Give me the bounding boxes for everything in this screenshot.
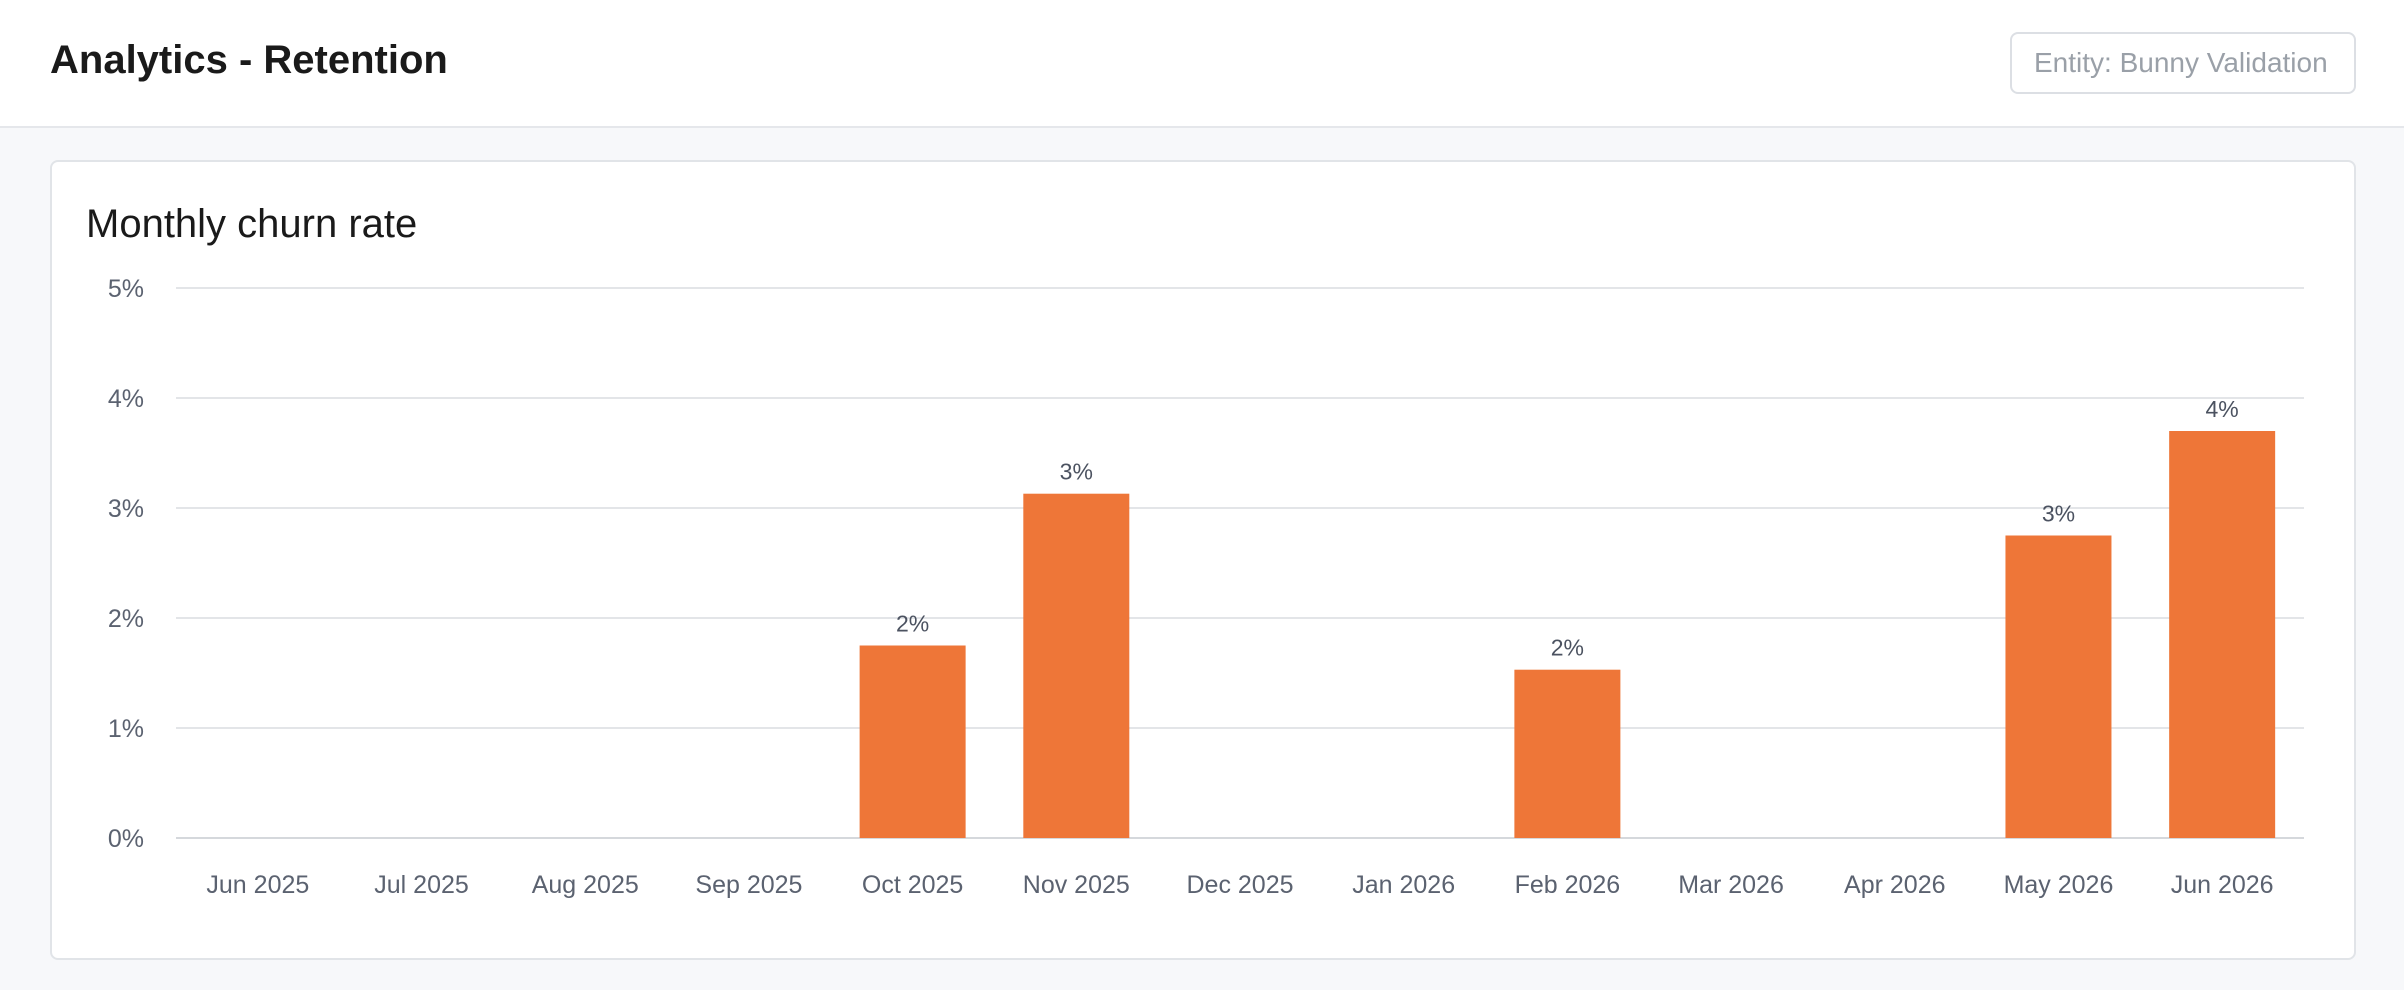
bar-data-label: 4% bbox=[2206, 396, 2239, 422]
x-tick-label: Sep 2025 bbox=[695, 871, 802, 899]
bar bbox=[2005, 535, 2112, 838]
bar-data-label: 2% bbox=[1551, 635, 1584, 661]
page-header: Analytics - Retention bbox=[0, 0, 2404, 128]
bar bbox=[1023, 493, 1130, 838]
bar bbox=[2169, 431, 2276, 838]
x-tick-label: Aug 2025 bbox=[532, 871, 639, 899]
y-tick-label: 2% bbox=[108, 605, 144, 633]
x-tick-label: Jan 2026 bbox=[1352, 871, 1455, 899]
y-tick-label: 3% bbox=[108, 495, 144, 523]
entity-filter-input[interactable] bbox=[2010, 32, 2356, 94]
chart-title: Monthly churn rate bbox=[86, 202, 418, 246]
x-tick-label: Dec 2025 bbox=[1186, 871, 1293, 899]
y-tick-label: 1% bbox=[108, 715, 144, 743]
page-title: Analytics - Retention bbox=[50, 38, 448, 82]
x-tick-label: Jun 2026 bbox=[2171, 871, 2274, 899]
x-tick-label: Jul 2025 bbox=[374, 871, 469, 899]
x-tick-label: Mar 2026 bbox=[1678, 871, 1784, 899]
churn-bar-chart: 0% 1% 2% 3% 4% 5% Jun 2025 Jul 2025 Aug 2025 Sep … bbox=[108, 275, 2304, 899]
x-tick-label: Apr 2026 bbox=[1844, 871, 1945, 899]
x-tick-label: Jun 2025 bbox=[206, 871, 309, 899]
bar bbox=[859, 645, 966, 838]
bar-data-label: 2% bbox=[896, 611, 929, 637]
churn-chart-card: Monthly churn rate 0% 1% 2% 3% 4% 5% Jun 2025 J… bbox=[50, 160, 2356, 960]
x-tick-label: Oct 2025 bbox=[862, 871, 963, 899]
x-tick-label: Feb 2026 bbox=[1515, 871, 1621, 899]
x-tick-label: May 2026 bbox=[2004, 871, 2114, 899]
bar bbox=[1514, 669, 1621, 838]
y-tick-label: 5% bbox=[108, 275, 144, 303]
y-tick-label: 0% bbox=[108, 825, 144, 853]
y-tick-label: 4% bbox=[108, 385, 144, 413]
x-tick-label: Nov 2025 bbox=[1023, 871, 1130, 899]
bar-data-label: 3% bbox=[1060, 459, 1093, 485]
bar-data-label: 3% bbox=[2042, 501, 2075, 527]
